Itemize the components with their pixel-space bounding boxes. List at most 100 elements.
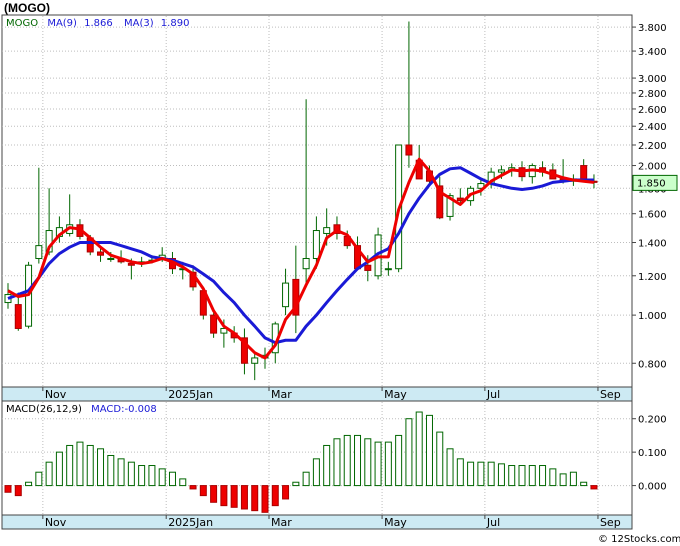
macd-bar (4, 485, 12, 493)
legend-ma9-label: MA(9) (47, 18, 77, 29)
price-y-tick-label: 2.600 (638, 105, 667, 116)
macd-bar (282, 485, 290, 500)
footer-credit: © 12Stocks.com (598, 534, 680, 545)
candle-body (251, 357, 259, 364)
price-y-tick-label: 2.800 (638, 89, 667, 100)
candle-body (97, 251, 105, 256)
price-legend: MOGO MA(9) 1.866 MA(3) 1.890 (6, 18, 189, 29)
last-price-label: 1.850 (637, 178, 666, 189)
price-y-tick-label: 3.000 (638, 74, 667, 85)
macd-bar (199, 485, 207, 497)
macd-bar (333, 438, 341, 487)
macd-bar (230, 485, 238, 508)
price-y-tick-label: 3.800 (638, 23, 667, 34)
macd-bar (497, 463, 505, 487)
macd-bar (25, 481, 33, 487)
macd-panel (1, 400, 633, 516)
macd-legend-value: MACD:-0.008 (91, 404, 157, 415)
macd-bar (528, 465, 536, 487)
candle-body (405, 144, 413, 156)
macd-bar (127, 461, 135, 487)
legend-ma9-value: 1.866 (84, 18, 113, 29)
macd-bar (45, 461, 53, 487)
macd-bar (374, 441, 382, 487)
macd-bar (312, 458, 320, 487)
price-x-axis-strip (1, 386, 633, 402)
macd-bar (395, 434, 403, 487)
candle-body (107, 258, 115, 261)
macd-bar (292, 481, 300, 487)
candle-body (45, 230, 53, 253)
chart-title: (MOGO) (4, 1, 50, 15)
macd-bar (107, 454, 115, 487)
macd-bar (302, 471, 310, 487)
candle-body (220, 327, 228, 334)
macd-bar (220, 485, 228, 507)
macd-bar (179, 478, 187, 487)
price-y-tick-label: 2.400 (638, 122, 667, 133)
price-y-tick-label: 1.200 (638, 272, 667, 283)
macd-legend: MACD(26,12,9) MACD:-0.008 (6, 404, 157, 415)
price-y-tick-label: 2.000 (638, 162, 667, 173)
macd-bar (456, 458, 464, 487)
price-y-axis: 0.8001.0001.2001.4001.6001.8002.0002.200… (632, 23, 667, 370)
macd-y-tick-label: 0.100 (638, 448, 667, 459)
macd-bar (66, 444, 74, 487)
candle-body (364, 264, 372, 271)
legend-ma3-label: MA(3) (124, 18, 154, 29)
candle-body (436, 185, 444, 219)
macd-bar (35, 471, 43, 487)
price-y-tick-label: 2.200 (638, 141, 667, 152)
price-x-tick-label: Nov (45, 388, 67, 401)
legend-symbol: MOGO (6, 18, 38, 29)
macd-bar (158, 468, 166, 487)
price-panel (1, 14, 633, 388)
macd-y-axis: 0.000 0.100 0.200 (632, 415, 667, 493)
candle-body (127, 263, 135, 266)
candle-body (210, 314, 218, 334)
macd-bar (168, 471, 176, 487)
candle-body (497, 169, 505, 173)
macd-x-tick-label: Sep (600, 516, 621, 529)
price-x-tick-label: Jul (486, 388, 500, 401)
macd-bar (148, 465, 156, 487)
macd-bar (76, 441, 84, 487)
price-x-tick-label: Mar (271, 388, 292, 401)
price-y-tick-label: 1.600 (638, 210, 667, 221)
macd-bar (518, 465, 526, 487)
macd-bar (569, 471, 577, 487)
macd-bar (323, 444, 331, 487)
macd-bar (559, 473, 567, 487)
macd-bar (14, 485, 22, 497)
macd-bar (97, 448, 105, 487)
macd-y-tick-label: 0.000 (638, 482, 667, 493)
macd-bar (446, 448, 454, 487)
price-grid (2, 16, 632, 386)
macd-x-tick-label: Mar (271, 516, 292, 529)
candle-body (446, 195, 454, 217)
macd-bar (580, 481, 588, 487)
price-x-tick-label: May (384, 388, 407, 401)
price-y-tick-label: 3.400 (638, 47, 667, 58)
legend-ma3-value: 1.890 (161, 18, 190, 29)
macd-y-tick-label: 0.200 (638, 415, 667, 426)
macd-bar (210, 485, 218, 503)
candle-body (456, 197, 464, 202)
macd-bar (415, 411, 423, 487)
candle-body (384, 268, 392, 271)
macd-bar (117, 458, 125, 487)
macd-bar (251, 485, 259, 512)
macd-bar (487, 461, 495, 487)
macd-bar (477, 461, 485, 487)
price-y-tick-label: 0.800 (638, 359, 667, 370)
macd-bars (4, 411, 598, 513)
macd-x-tick-label: Jul (486, 516, 500, 529)
ma3-line (7, 157, 595, 360)
macd-x-axis: Nov 2025Jan Mar May Jul Sep (42, 515, 621, 529)
macd-x-axis-strip (1, 514, 633, 530)
candle-body (35, 245, 43, 260)
macd-bar (467, 461, 475, 487)
macd-bar (425, 414, 433, 487)
macd-bar (271, 485, 279, 507)
price-y-tick-label: 1.400 (638, 239, 667, 250)
